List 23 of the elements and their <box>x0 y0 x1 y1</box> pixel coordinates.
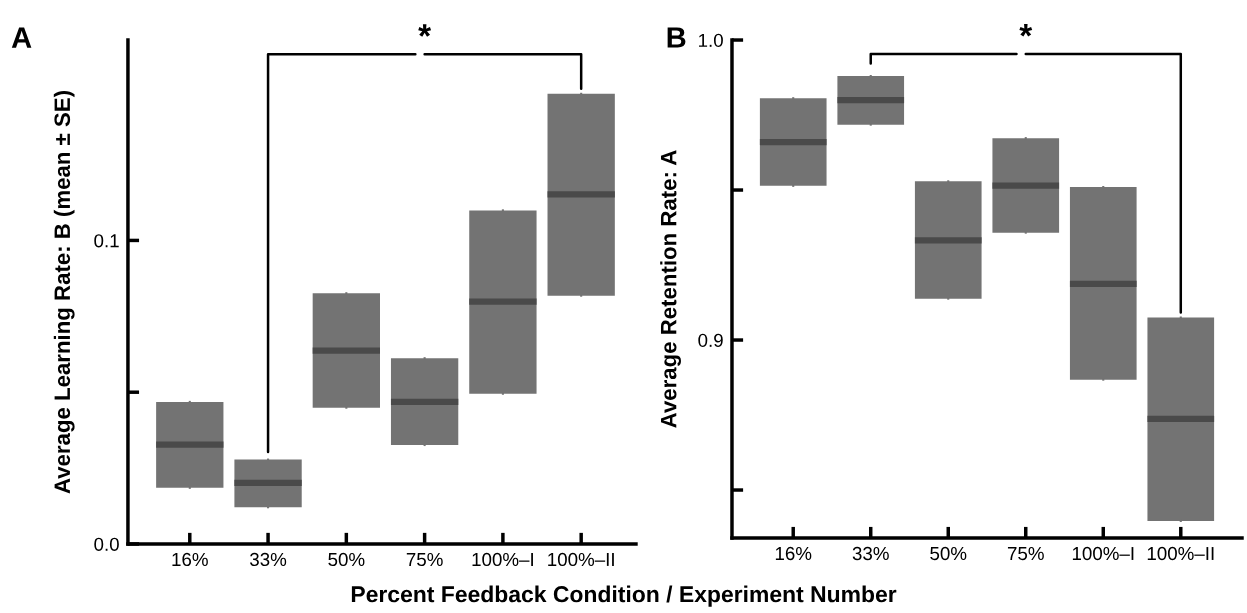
x-tick-label: 16% <box>775 546 812 561</box>
x-tick-label: 50% <box>930 546 967 561</box>
x-tick-label: 16% <box>172 552 208 567</box>
chart-title: B <box>667 27 686 48</box>
y-axis-title: Average Retention Rate: A <box>660 150 681 428</box>
chart-title: A <box>11 27 32 48</box>
x-tick-label: 100%–I <box>1072 546 1134 561</box>
y-axis-title: Average Learning Rate: B (mean ± SE) <box>53 91 75 494</box>
text: * <box>418 24 432 37</box>
x-axis-title: Percent Feedback Condition / Experiment Number <box>351 585 897 607</box>
text: * <box>1019 24 1033 37</box>
x-tick-label: 75% <box>406 552 443 567</box>
x-tick-label: 33% <box>852 546 889 561</box>
x-tick-label: 100%–II <box>548 552 614 567</box>
x-tick-label: 100%–II <box>1147 546 1214 561</box>
y-tick-label: 0.1 <box>94 234 119 248</box>
y-tick-label: 0.9 <box>698 333 723 348</box>
y-tick-label: 1.0 <box>699 33 723 48</box>
x-tick-label: 100%–I <box>472 552 533 567</box>
x-tick-label: 50% <box>328 552 365 567</box>
x-tick-label: 75% <box>1007 546 1044 561</box>
x-tick-label: 33% <box>250 552 287 567</box>
y-tick-label: 0.0 <box>94 537 119 551</box>
